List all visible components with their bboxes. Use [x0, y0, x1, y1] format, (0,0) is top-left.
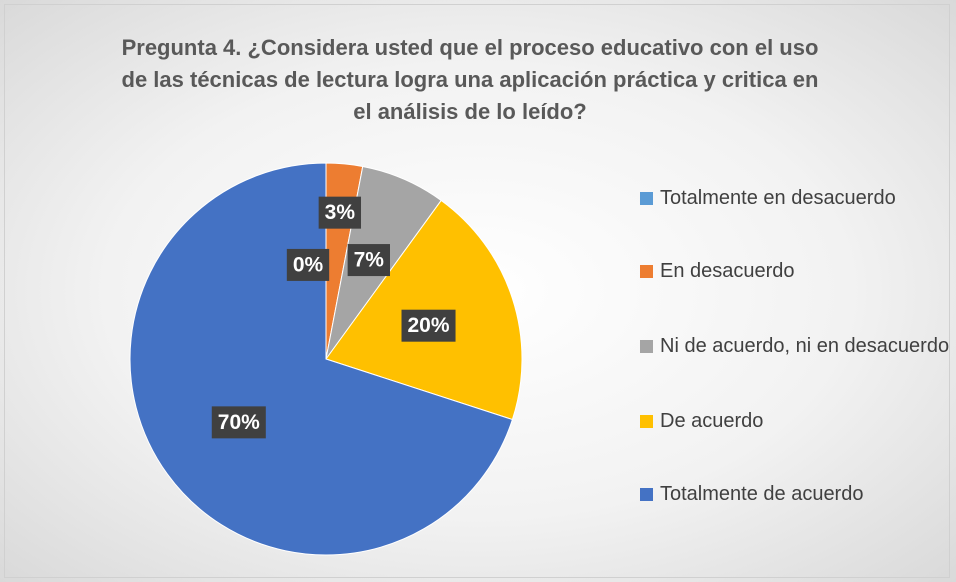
data-label: 3%: [318, 196, 362, 229]
data-label-text: 0%: [293, 253, 324, 276]
legend-label: Totalmente de acuerdo: [660, 483, 864, 505]
data-label-text: 20%: [408, 314, 450, 337]
legend-swatch: [640, 488, 653, 501]
legend-label: Totalmente en desacuerdo: [660, 187, 896, 209]
legend-item: Ni de acuerdo, ni en desacuerdo: [640, 330, 950, 362]
legend-item: En desacuerdo: [640, 255, 950, 287]
chart-border: [4, 4, 950, 578]
legend-swatch: [640, 415, 653, 428]
legend-item: Totalmente en desacuerdo: [640, 182, 950, 214]
legend-swatch: [640, 340, 653, 353]
legend-label: De acuerdo: [660, 410, 764, 432]
legend-item: Totalmente de acuerdo: [640, 478, 950, 510]
legend-label: Ni de acuerdo, ni en desacuerdo: [660, 335, 950, 357]
data-label-box: [347, 244, 390, 277]
chart-title: Pregunta 4. ¿Considera usted que el proc…: [121, 35, 819, 124]
data-label-box: [211, 406, 266, 439]
data-label-box: [286, 248, 330, 281]
data-label: 20%: [401, 309, 456, 342]
pie-slice: [129, 162, 514, 556]
data-label-text: 70%: [218, 411, 260, 434]
data-label-text: 3%: [325, 201, 356, 224]
legend-swatch: [640, 265, 653, 278]
data-label: 7%: [347, 244, 390, 277]
data-label: 70%: [211, 406, 266, 439]
data-label-box: [401, 309, 456, 342]
data-label-text: 7%: [354, 249, 385, 272]
legend-swatch: [640, 192, 653, 205]
legend-item: De acuerdo: [640, 405, 950, 437]
data-label-box: [318, 196, 362, 229]
legend-label: En desacuerdo: [660, 260, 795, 282]
data-label: 0%: [286, 248, 330, 281]
